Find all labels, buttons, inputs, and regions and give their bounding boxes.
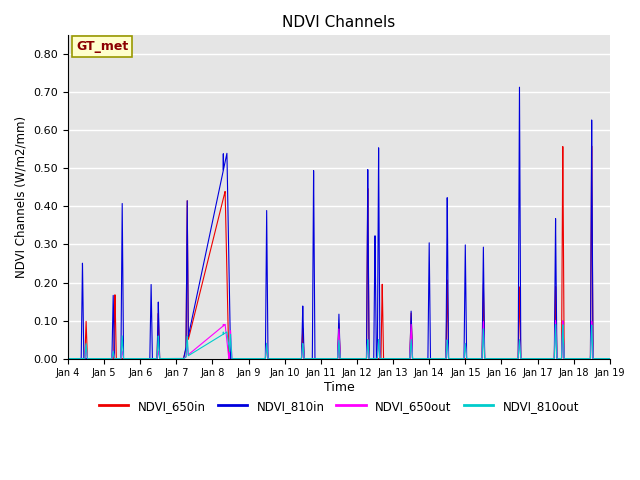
Title: NDVI Channels: NDVI Channels: [282, 15, 396, 30]
Text: GT_met: GT_met: [76, 40, 129, 53]
Legend: NDVI_650in, NDVI_810in, NDVI_650out, NDVI_810out: NDVI_650in, NDVI_810in, NDVI_650out, NDV…: [94, 395, 584, 417]
X-axis label: Time: Time: [323, 381, 355, 394]
Y-axis label: NDVI Channels (W/m2/mm): NDVI Channels (W/m2/mm): [15, 116, 28, 278]
